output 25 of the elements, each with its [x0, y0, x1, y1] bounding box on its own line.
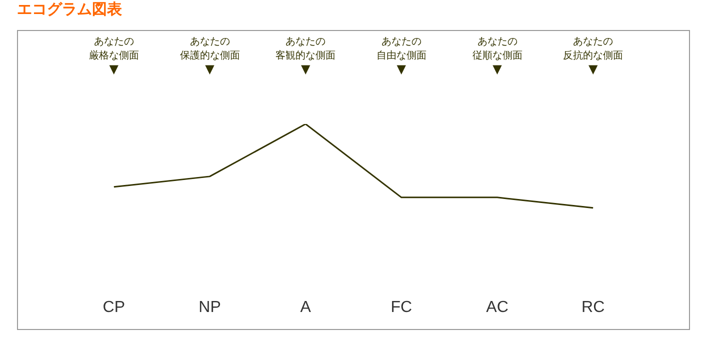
text: ▼	[300, 62, 311, 76]
x-tick-label: CP	[102, 298, 126, 316]
text: 自由な側面	[376, 50, 426, 62]
text: ▼	[588, 62, 598, 76]
text: あなたの	[190, 36, 230, 48]
x-tick-label: NP	[198, 298, 221, 316]
x-tick-label: FC	[390, 298, 412, 316]
text: 従順な側面	[472, 50, 522, 62]
text: ▼	[396, 62, 407, 76]
chart-title: エコグラム図表	[17, 0, 122, 19]
text: 反抗的な側面	[563, 50, 624, 62]
x-tick-label: AC	[486, 298, 508, 316]
text: あなたの	[477, 36, 518, 48]
text: あなたの	[381, 36, 422, 48]
text: 客観的な側面	[276, 50, 336, 62]
x-tick-label: RC	[582, 298, 605, 316]
x-tick-label: A	[300, 298, 312, 316]
text: 厳格な側面	[88, 50, 139, 62]
text: あなたの	[573, 36, 614, 48]
text: あなたの	[94, 36, 134, 48]
text: あなたの	[286, 36, 326, 48]
text: ▼	[205, 62, 216, 76]
text: ▼	[492, 62, 503, 76]
text: 保護的な側面	[180, 50, 240, 62]
text: ▼	[109, 62, 120, 76]
